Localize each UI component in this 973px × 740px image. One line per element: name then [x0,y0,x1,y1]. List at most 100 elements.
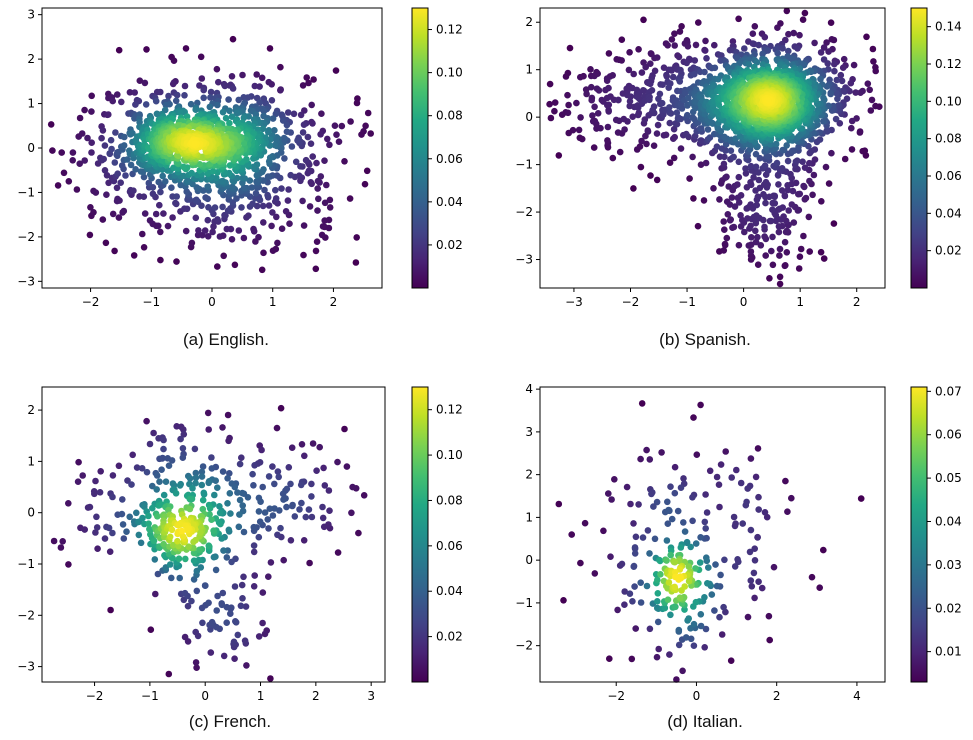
data-point [186,475,194,482]
data-point [192,628,199,636]
data-point [160,210,167,217]
data-point [219,108,227,116]
data-point [840,55,848,63]
data-point [813,138,821,146]
data-point [238,581,246,589]
data-point [776,273,784,281]
data-point [349,483,356,491]
data-point [109,493,116,501]
data-point [325,487,333,494]
data-point [682,89,689,97]
data-point [166,533,174,541]
data-point [647,80,654,88]
data-point [817,49,825,56]
data-point [748,583,756,590]
data-point [735,173,743,181]
data-point [664,520,672,527]
data-point [160,540,167,548]
data-point [587,66,594,73]
data-point [225,437,232,445]
y-tick-label: −2 [515,205,533,219]
data-point [600,527,607,535]
data-point [762,193,769,201]
data-point [178,527,186,535]
data-point [352,259,360,266]
x-tick-label: 2 [853,295,861,309]
data-point [722,448,729,455]
data-point [172,490,180,497]
data-point [246,177,254,184]
data-point [287,480,294,488]
data-point [774,24,781,32]
data-point [754,261,762,269]
data-point [657,571,664,578]
data-point [274,239,281,247]
data-point [697,611,705,618]
y-tick-label: 2 [27,52,35,66]
data-point [219,232,227,239]
data-point [185,543,192,550]
data-point [251,572,258,579]
data-point [795,190,802,198]
data-point [761,233,768,240]
data-point [690,642,698,649]
data-point [702,37,709,45]
data-point [258,266,266,274]
data-point [653,653,661,661]
data-point [235,96,242,104]
data-point [269,512,277,519]
data-point [695,19,702,26]
data-point [93,524,101,531]
data-point [255,233,262,241]
data-point [671,42,678,49]
data-point [133,464,141,471]
colorbar-tick-label: 0.10 [436,66,463,80]
data-point [149,190,157,198]
colorbar-tick-label: 0.03 [935,558,962,572]
data-point [638,137,645,145]
data-point [680,475,687,482]
data-point [283,503,290,511]
subplot-a: −2 −1 0 1 2 −3 −2 −1 0 1 2 3 0.02 0.04 0.06 0.08 0.10 0.1… [0,0,490,314]
data-point [183,188,190,195]
data-point [308,480,315,488]
data-point [106,548,114,555]
data-point [689,153,696,161]
data-point [172,199,179,207]
data-point [710,185,717,192]
data-point [681,528,689,535]
data-point [173,423,180,430]
data-point [149,504,156,512]
data-point [253,71,260,78]
data-point [303,74,311,81]
data-point [656,557,664,565]
data-point [755,578,762,585]
data-point [260,166,267,173]
data-point [701,47,709,54]
data-point [678,23,685,30]
data-point [269,115,277,122]
data-point [742,501,750,509]
data-point [156,201,163,209]
colorbar-tick-label: 0.02 [436,238,463,252]
data-point [321,217,329,224]
data-point [209,167,217,175]
data-point [575,126,583,134]
data-point [753,201,760,209]
data-point [239,489,246,497]
data-point [754,445,762,452]
data-point [735,15,742,23]
data-point [169,541,177,549]
data-point [581,519,589,527]
data-point [762,178,770,186]
data-point [236,496,244,504]
data-point [191,140,198,147]
data-point [190,557,198,564]
data-point [233,109,241,117]
data-point [761,33,769,41]
x-tick-label: 0 [201,689,209,703]
data-point [637,455,644,463]
data-point [228,73,236,80]
data-point [308,513,316,521]
data-point [271,505,278,512]
